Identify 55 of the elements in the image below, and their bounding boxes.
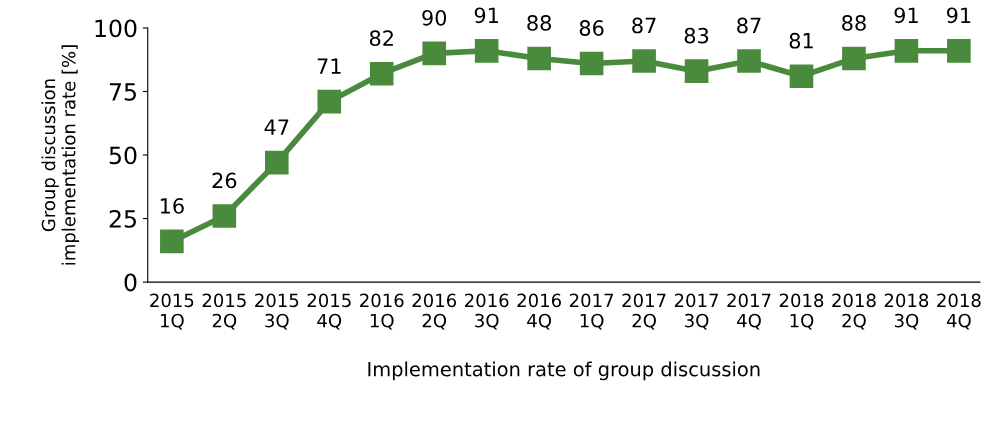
x-tick-label: 2016 1Q: [360, 293, 404, 330]
point: [737, 49, 761, 73]
point: [842, 46, 866, 71]
y-tick-label: 100: [95, 19, 137, 38]
y-tick-label: 25: [109, 209, 136, 228]
point: [947, 39, 971, 63]
data-label: 90: [422, 9, 447, 26]
x-tick-label: 2016 3Q: [465, 293, 509, 330]
data-label: 81: [789, 32, 813, 49]
point: [160, 229, 184, 254]
point: [369, 61, 394, 86]
y-axis-title: Group discussion implementation rate [%]: [41, 45, 80, 265]
data-label: 47: [264, 119, 289, 135]
x-tick-label: 2017 2Q: [622, 293, 666, 330]
data-label: 91: [894, 7, 918, 24]
data-label: 26: [212, 172, 237, 189]
point: [422, 41, 447, 66]
x-tick-label: 2018 4Q: [937, 293, 981, 330]
data-label: 82: [369, 30, 393, 47]
point: [789, 64, 814, 89]
point: [527, 46, 551, 71]
x-tick-label: 2015 4Q: [307, 293, 351, 330]
x-tick-label: 2017 3Q: [674, 293, 718, 330]
x-tick-label: 2015 3Q: [255, 293, 299, 330]
point: [632, 49, 656, 73]
x-tick-label: 2017 1Q: [569, 293, 614, 330]
y-tick-label: 0: [124, 273, 137, 292]
x-tick-label: 2018 3Q: [884, 293, 929, 330]
point: [317, 89, 342, 114]
point: [579, 51, 604, 76]
data-label: 88: [527, 15, 551, 31]
point: [474, 39, 499, 63]
data-label: 91: [474, 7, 499, 24]
x-tick-label: 2015 2Q: [202, 293, 246, 330]
x-tick-label: 2018 2Q: [832, 293, 876, 330]
point: [264, 150, 289, 175]
x-tick-label: 2015 1Q: [150, 293, 194, 330]
data-label: 91: [946, 7, 971, 24]
x-axis-title: Implementation rate of group discussion: [368, 361, 760, 381]
data-label: 83: [684, 27, 709, 44]
data-label: 87: [632, 17, 656, 34]
point: [212, 204, 237, 228]
data-label: 88: [842, 15, 866, 31]
data-label: 86: [579, 20, 604, 36]
data-label: 71: [317, 58, 341, 74]
point: [894, 39, 919, 63]
x-tick-label: 2016 4Q: [517, 293, 561, 330]
y-tick-label: 75: [109, 83, 136, 101]
point: [684, 59, 709, 83]
x-tick-label: 2017 4Q: [727, 293, 771, 330]
data-label: 16: [160, 198, 184, 214]
x-tick-label: 2016 2Q: [412, 293, 457, 330]
x-tick-label: 2018 1Q: [779, 293, 824, 330]
y-tick-label: 50: [109, 146, 137, 165]
data-label: 87: [737, 17, 761, 34]
